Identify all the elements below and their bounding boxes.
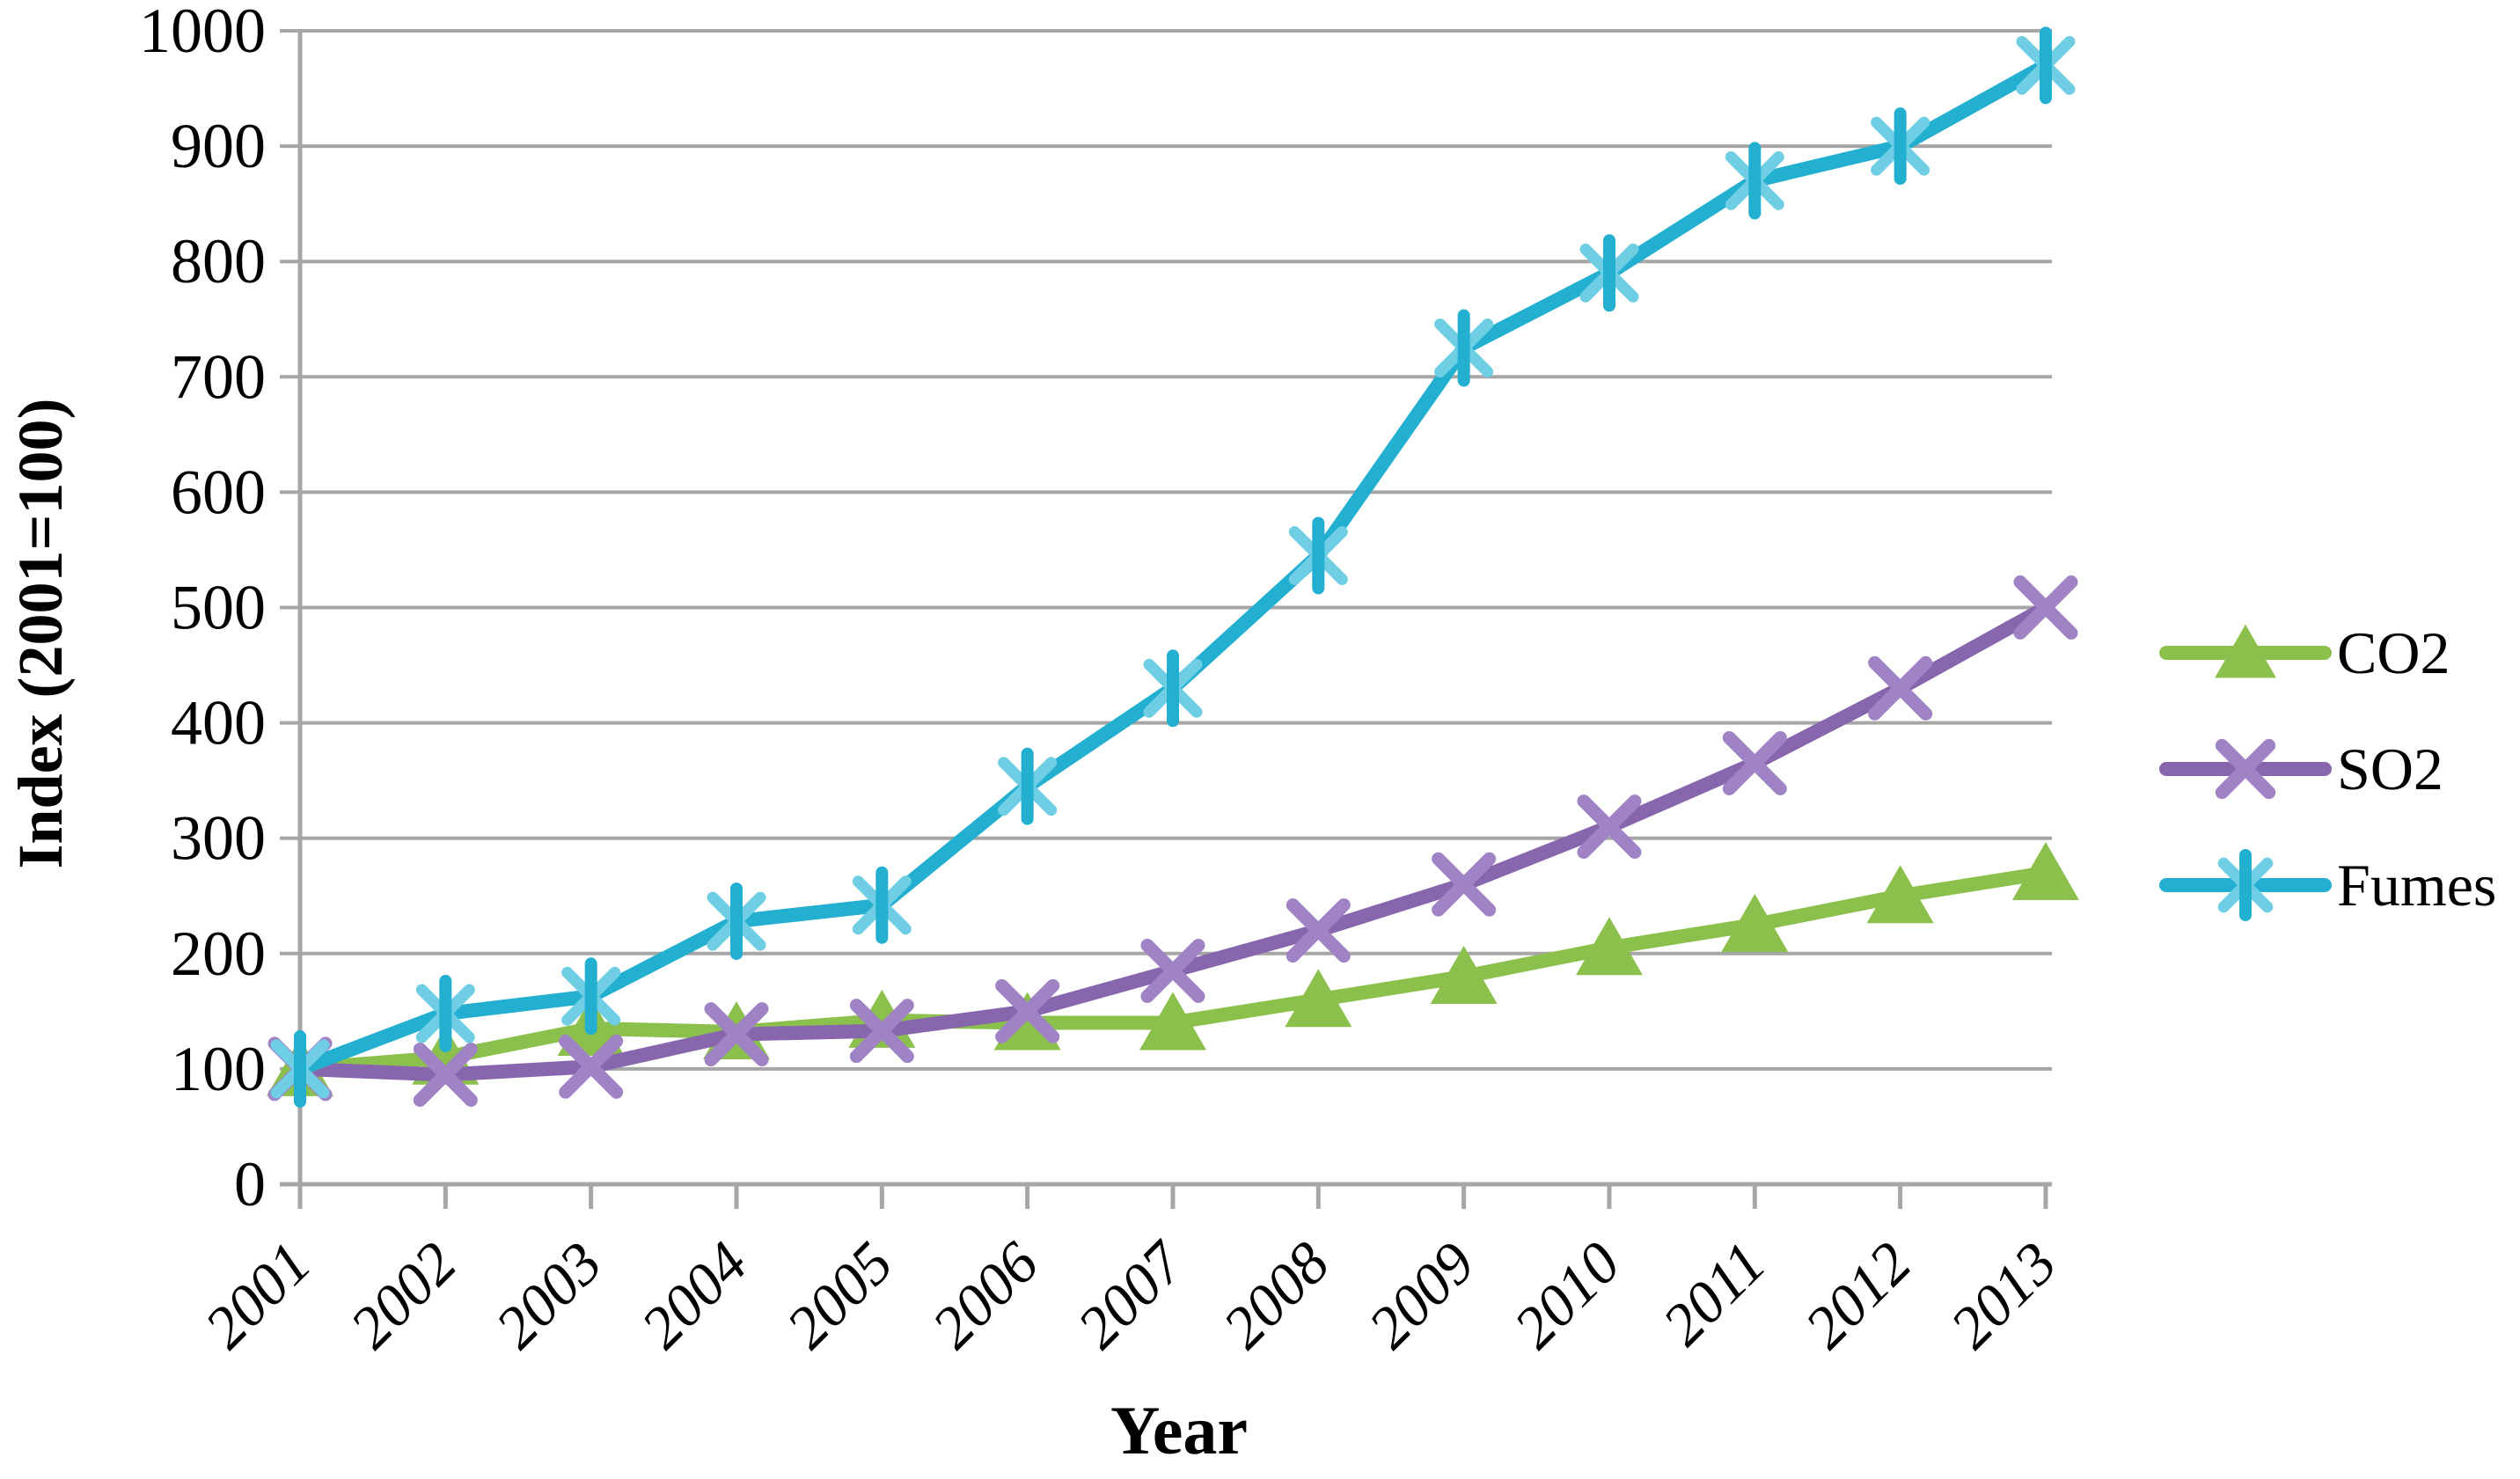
series-co2-marker [1285, 969, 1352, 1028]
x-tick-label: 2007 [1065, 1227, 1198, 1361]
series-fumes [270, 26, 2076, 1108]
y-tick-label: 800 [171, 226, 266, 297]
x-tick-label: 2011 [1650, 1229, 1778, 1358]
series-co2-marker [1575, 917, 1643, 976]
series-so2-marker [1577, 794, 1642, 860]
x-tick-labels: 2001 2002 2003 2004 2005 2006 2007 2008 2009 2010… [192, 1227, 2069, 1361]
series-so2-marker [1286, 898, 1351, 963]
series-so2-marker [995, 978, 1060, 1043]
legend-label-fumes: Fumes [2337, 852, 2496, 919]
x-tick-label: 2009 [1355, 1229, 1487, 1361]
axes [280, 31, 2052, 1209]
x-axis-title: Year [1110, 1392, 1248, 1468]
x-tick-label: 2006 [919, 1229, 1051, 1361]
x-tick-label: 2010 [1501, 1229, 1633, 1361]
y-tick-label: 100 [171, 1034, 266, 1104]
legend-item-co2: CO2 [2159, 619, 2450, 686]
series-co2-marker [2011, 842, 2079, 901]
y-axis-title: Index (2001=100) [5, 398, 76, 868]
series-so2-marker [1432, 852, 1497, 917]
y-tick-label: 0 [234, 1149, 266, 1219]
gridlines [280, 29, 2052, 1071]
y-tick-label: 900 [171, 111, 266, 181]
series-co2-marker [1139, 992, 1206, 1051]
legend-marker-so2 [2215, 738, 2276, 800]
legend-label-so2: SO2 [2337, 736, 2443, 802]
y-tick-label: 500 [171, 573, 266, 643]
x-tick-label: 2001 [192, 1229, 324, 1361]
y-tick-label: 400 [171, 688, 266, 758]
legend-label-co2: CO2 [2337, 619, 2450, 686]
y-tick-label: 700 [171, 341, 266, 412]
legend-item-so2: SO2 [2159, 736, 2443, 802]
y-tick-labels: 0 100 200 300 400 500 600 700 800 900 1000 [139, 0, 266, 1219]
x-tick-label: 2002 [337, 1229, 469, 1361]
x-tick-label: 2012 [1791, 1229, 1923, 1361]
x-tick-label: 2005 [773, 1229, 905, 1361]
x-tick-label: 2004 [628, 1229, 760, 1361]
x-tick-label: 2013 [1938, 1229, 2069, 1361]
legend-item-fumes: Fumes [2159, 848, 2496, 922]
x-tick-label: 2008 [1210, 1229, 1342, 1361]
series-group [267, 26, 2079, 1108]
series-so2-marker [2013, 575, 2078, 640]
legend-marker-co2 [2215, 624, 2276, 678]
series-so2-marker [849, 999, 914, 1064]
y-tick-label: 600 [171, 457, 266, 527]
series-so2-marker [559, 1034, 624, 1099]
series-co2-marker [1721, 894, 1789, 953]
series-co2-marker [1430, 946, 1498, 1005]
legend: CO2 SO2 Fumes [2159, 619, 2496, 922]
series-so2-marker [1868, 655, 1933, 721]
series-so2-marker [704, 1002, 769, 1067]
y-tick-label: 1000 [139, 0, 266, 66]
x-tick-label: 2003 [482, 1229, 614, 1361]
series-so2-marker [1722, 730, 1787, 795]
series-so2-marker [413, 1042, 478, 1107]
y-tick-label: 300 [171, 803, 266, 874]
series-co2-marker [1866, 865, 1934, 924]
y-tick-label: 200 [171, 919, 266, 989]
series-so2-marker [1140, 938, 1205, 1003]
